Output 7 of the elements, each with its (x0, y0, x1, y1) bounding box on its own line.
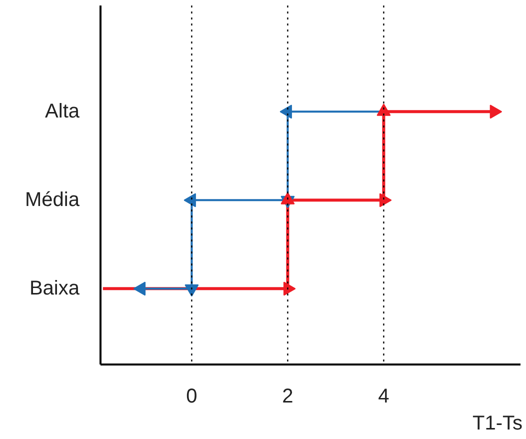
x-axis-title: T1-Ts (472, 412, 522, 434)
text: Média (25, 189, 80, 212)
x-tick-label: 4 (378, 386, 390, 408)
x-tick-label: 2 (282, 386, 294, 408)
text: Baixa (29, 278, 80, 300)
text: Alta (45, 100, 80, 123)
x-tick-label: 0 (186, 386, 198, 408)
